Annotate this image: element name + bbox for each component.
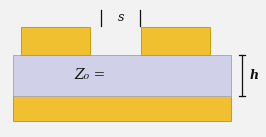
Bar (13, 96, 231, 121)
Text: s: s (118, 11, 124, 24)
Text: h: h (250, 69, 259, 82)
Text: Z₀ =: Z₀ = (75, 68, 106, 82)
Bar (21, 27, 90, 55)
Bar (13, 55, 231, 96)
Bar (141, 27, 210, 55)
